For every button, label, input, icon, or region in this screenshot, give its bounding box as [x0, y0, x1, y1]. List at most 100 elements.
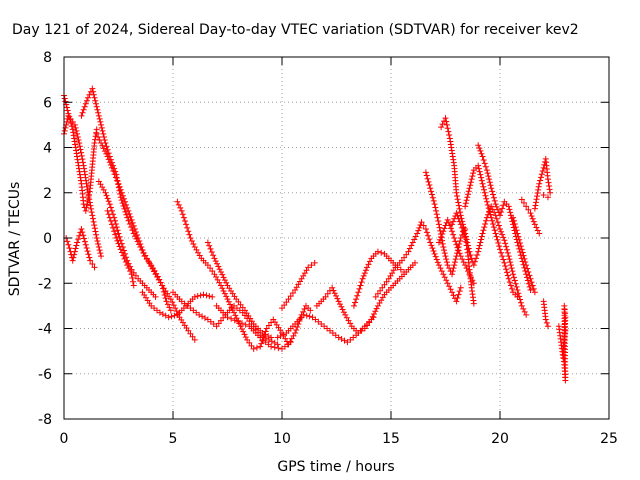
data-point: [97, 250, 104, 257]
data-point: [279, 305, 285, 312]
data-point: [84, 201, 91, 208]
data-point: [259, 337, 266, 344]
data-point: [438, 233, 445, 240]
data-point: [215, 263, 222, 270]
data-point: [500, 256, 507, 263]
data-point: [372, 308, 379, 315]
data-point: [143, 256, 150, 263]
data-point: [307, 307, 314, 314]
data-point: [185, 327, 192, 334]
data-point: [460, 224, 467, 231]
data-point: [338, 303, 345, 310]
data-point: [491, 227, 498, 234]
data-point: [449, 268, 456, 275]
data-point: [123, 211, 130, 218]
data-point: [532, 202, 539, 209]
data-point: [187, 235, 194, 241]
data-point: [87, 202, 94, 209]
data-point: [454, 196, 461, 203]
data-point: [534, 227, 541, 234]
data-point: [83, 204, 90, 211]
data-point: [518, 196, 525, 203]
data-point: [454, 294, 461, 301]
data-point: [289, 290, 296, 297]
data-point: [453, 189, 460, 196]
data-point: [414, 230, 421, 237]
data-point: [63, 118, 70, 125]
data-point: [329, 284, 336, 291]
data-point: [547, 189, 554, 196]
data-point: [485, 173, 492, 180]
data-point: [70, 254, 77, 261]
data-point: [204, 239, 211, 246]
data-point: [339, 306, 346, 313]
data-point: [464, 194, 471, 201]
data-point: [211, 255, 218, 262]
data-point: [239, 320, 246, 327]
data-point: [443, 256, 450, 263]
data-point: [498, 208, 505, 215]
data-point: [115, 230, 122, 237]
data-point: [169, 299, 176, 306]
data-point: [89, 85, 96, 92]
data-point: [336, 301, 343, 308]
data-point: [437, 236, 444, 243]
data-point: [231, 317, 238, 324]
data-point: [127, 213, 134, 220]
data-point: [456, 250, 463, 257]
data-point: [469, 173, 476, 180]
data-point: [84, 198, 91, 205]
data-point: [512, 224, 519, 231]
data-point: [283, 299, 290, 306]
data-point: [511, 220, 518, 227]
data-point: [465, 191, 472, 198]
data-point: [457, 253, 464, 260]
data-point: [435, 239, 442, 246]
data-point: [121, 255, 128, 262]
data-point: [240, 328, 247, 335]
data-point: [116, 243, 123, 250]
data-point: [359, 275, 366, 282]
data-point: [161, 292, 168, 299]
data-point: [477, 147, 484, 154]
y-tick-label: 6: [43, 95, 52, 111]
data-point: [431, 250, 438, 257]
data-point: [168, 313, 175, 320]
data-point: [526, 272, 533, 279]
data-point: [521, 255, 528, 262]
data-point: [117, 246, 124, 253]
data-point: [488, 185, 495, 192]
data-point: [61, 95, 68, 102]
data-point: [364, 322, 371, 329]
data-point: [510, 214, 517, 221]
data-point: [462, 262, 469, 269]
data-point: [544, 176, 551, 183]
data-point: [228, 315, 235, 322]
data-point: [441, 225, 448, 232]
data-point: [74, 133, 81, 140]
data-point: [154, 273, 161, 280]
data-point: [524, 265, 531, 272]
data-point: [106, 159, 113, 166]
data-point: [420, 222, 427, 229]
data-point: [88, 209, 95, 216]
data-point: [281, 302, 288, 309]
data-point: [268, 343, 275, 350]
data-point: [499, 205, 506, 212]
data-point: [411, 259, 418, 266]
data-point: [129, 274, 136, 281]
data-point: [466, 185, 473, 192]
data-point: [77, 146, 84, 153]
data-point: [146, 259, 153, 266]
data-point: [480, 156, 487, 163]
data-point: [203, 292, 210, 299]
data-point: [204, 262, 211, 269]
data-point: [425, 232, 432, 239]
data-point: [123, 201, 130, 208]
data-point: [462, 203, 469, 210]
data-point: [131, 225, 138, 232]
data-point: [306, 313, 313, 320]
data-point: [301, 305, 308, 312]
data-point: [110, 168, 117, 175]
data-point: [355, 330, 362, 337]
